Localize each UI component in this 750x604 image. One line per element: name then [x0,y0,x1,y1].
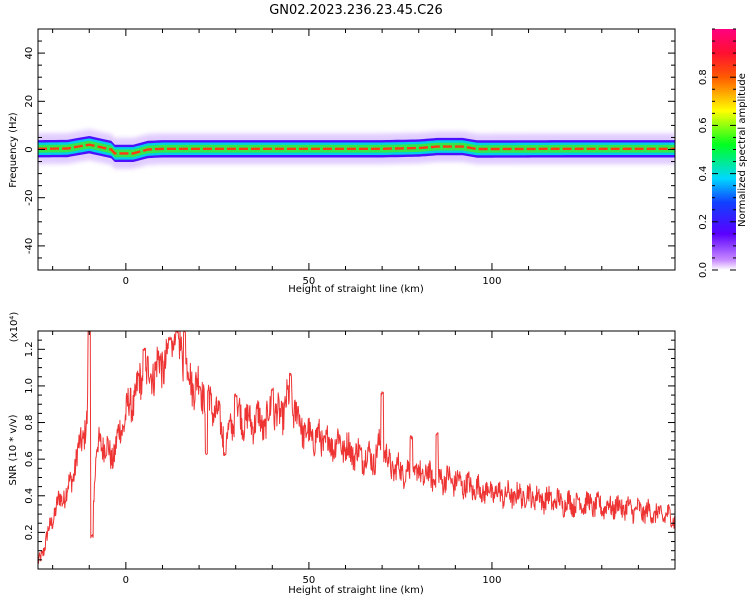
snr-y-axis-label: SNR (10 * v/v) [8,414,19,485]
snr-y-tick-label: 0.2 [24,524,35,540]
spectrogram-y-axis-label: Frequency (Hz) [8,112,19,188]
spectrogram-y-tick-label: 40 [24,47,35,60]
colorbar-tick-label: 0.6 [698,117,709,133]
spectrogram-x-tick-label: 100 [482,276,501,287]
spectrogram-x-axis-label: Height of straight line (km) [288,284,424,295]
figure-title: GN02.2023.236.23.45.C26 [269,3,443,18]
snr-y-multiplier-label: (x10⁴) [9,312,20,343]
snr-y-tick-label: 0.4 [24,488,35,504]
spectrogram-x-tick-label: 50 [303,276,316,287]
snr-y-tick-label: 1.2 [24,341,35,357]
snr-x-tick-label: 100 [482,575,501,586]
spectrogram-ridge-peak [38,143,675,155]
colorbar-gradient [712,29,736,270]
snr-y-tick-label: 0.6 [24,451,35,467]
snr-x-tick-label: 50 [303,575,316,586]
colorbar-label: Normalized spectral amplitude [737,73,748,227]
spectrogram-x-tick-label: 0 [123,276,129,287]
spectrogram-y-tick-label: 20 [24,95,35,108]
colorbar-tick-label: 0.0 [698,262,709,278]
spectrogram-y-tick-label: -20 [24,190,35,206]
spectrogram-y-tick-label: -40 [24,238,35,254]
snr-y-tick-label: 0.8 [24,415,35,431]
snr-panel: 0 50 100 0.2 0.4 0.6 0.8 1.0 1.2 Height of strai… [8,312,676,596]
spectrogram-y-tick-label: 0 [24,146,35,152]
snr-x-axis-label: Height of straight line (km) [288,585,424,596]
snr-x-tick-label: 0 [123,575,129,586]
spectrogram-band-inner [38,140,675,158]
spectrogram-heatmap [38,129,675,169]
spectrogram-ticks: 0 50 100 -40 -20 0 20 40 [24,28,676,287]
snr-series-line [38,331,675,564]
colorbar-tick-label: 0.8 [698,69,709,85]
colorbar-tick-label: 0.2 [698,214,709,230]
spectrogram-panel: 0 50 100 -40 -20 0 20 40 Height of straight lin… [8,28,676,295]
colorbar-tick-label: 0.4 [698,166,709,182]
snr-y-tick-label: 1.0 [24,378,35,394]
colorbar: 0.0 0.2 0.4 0.6 0.8 Normalized spectral ampl… [698,28,748,278]
colorbar-ticks: 0.0 0.2 0.4 0.6 0.8 [698,28,736,278]
snr-ticks: 0 50 100 0.2 0.4 0.6 0.8 1.0 1.2 [24,330,676,586]
